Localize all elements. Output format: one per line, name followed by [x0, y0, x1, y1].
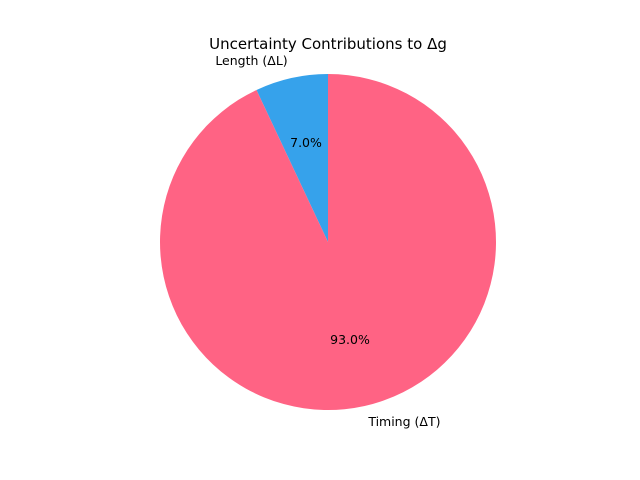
pie-slices: [160, 74, 497, 411]
slice-label: Timing (ΔT): [367, 414, 440, 429]
pie-labels: Length (ΔL) 7.0% Timing (ΔT) 93.0%: [215, 53, 440, 429]
pie-slice: [256, 74, 328, 242]
slice-percent-label: 93.0%: [330, 332, 370, 347]
slice-percent-label: 7.0%: [290, 135, 322, 150]
chart-title: Uncertainty Contributions to Δg: [209, 35, 447, 53]
slice-label: Length (ΔL): [215, 53, 287, 68]
pie-slice: [160, 74, 497, 411]
